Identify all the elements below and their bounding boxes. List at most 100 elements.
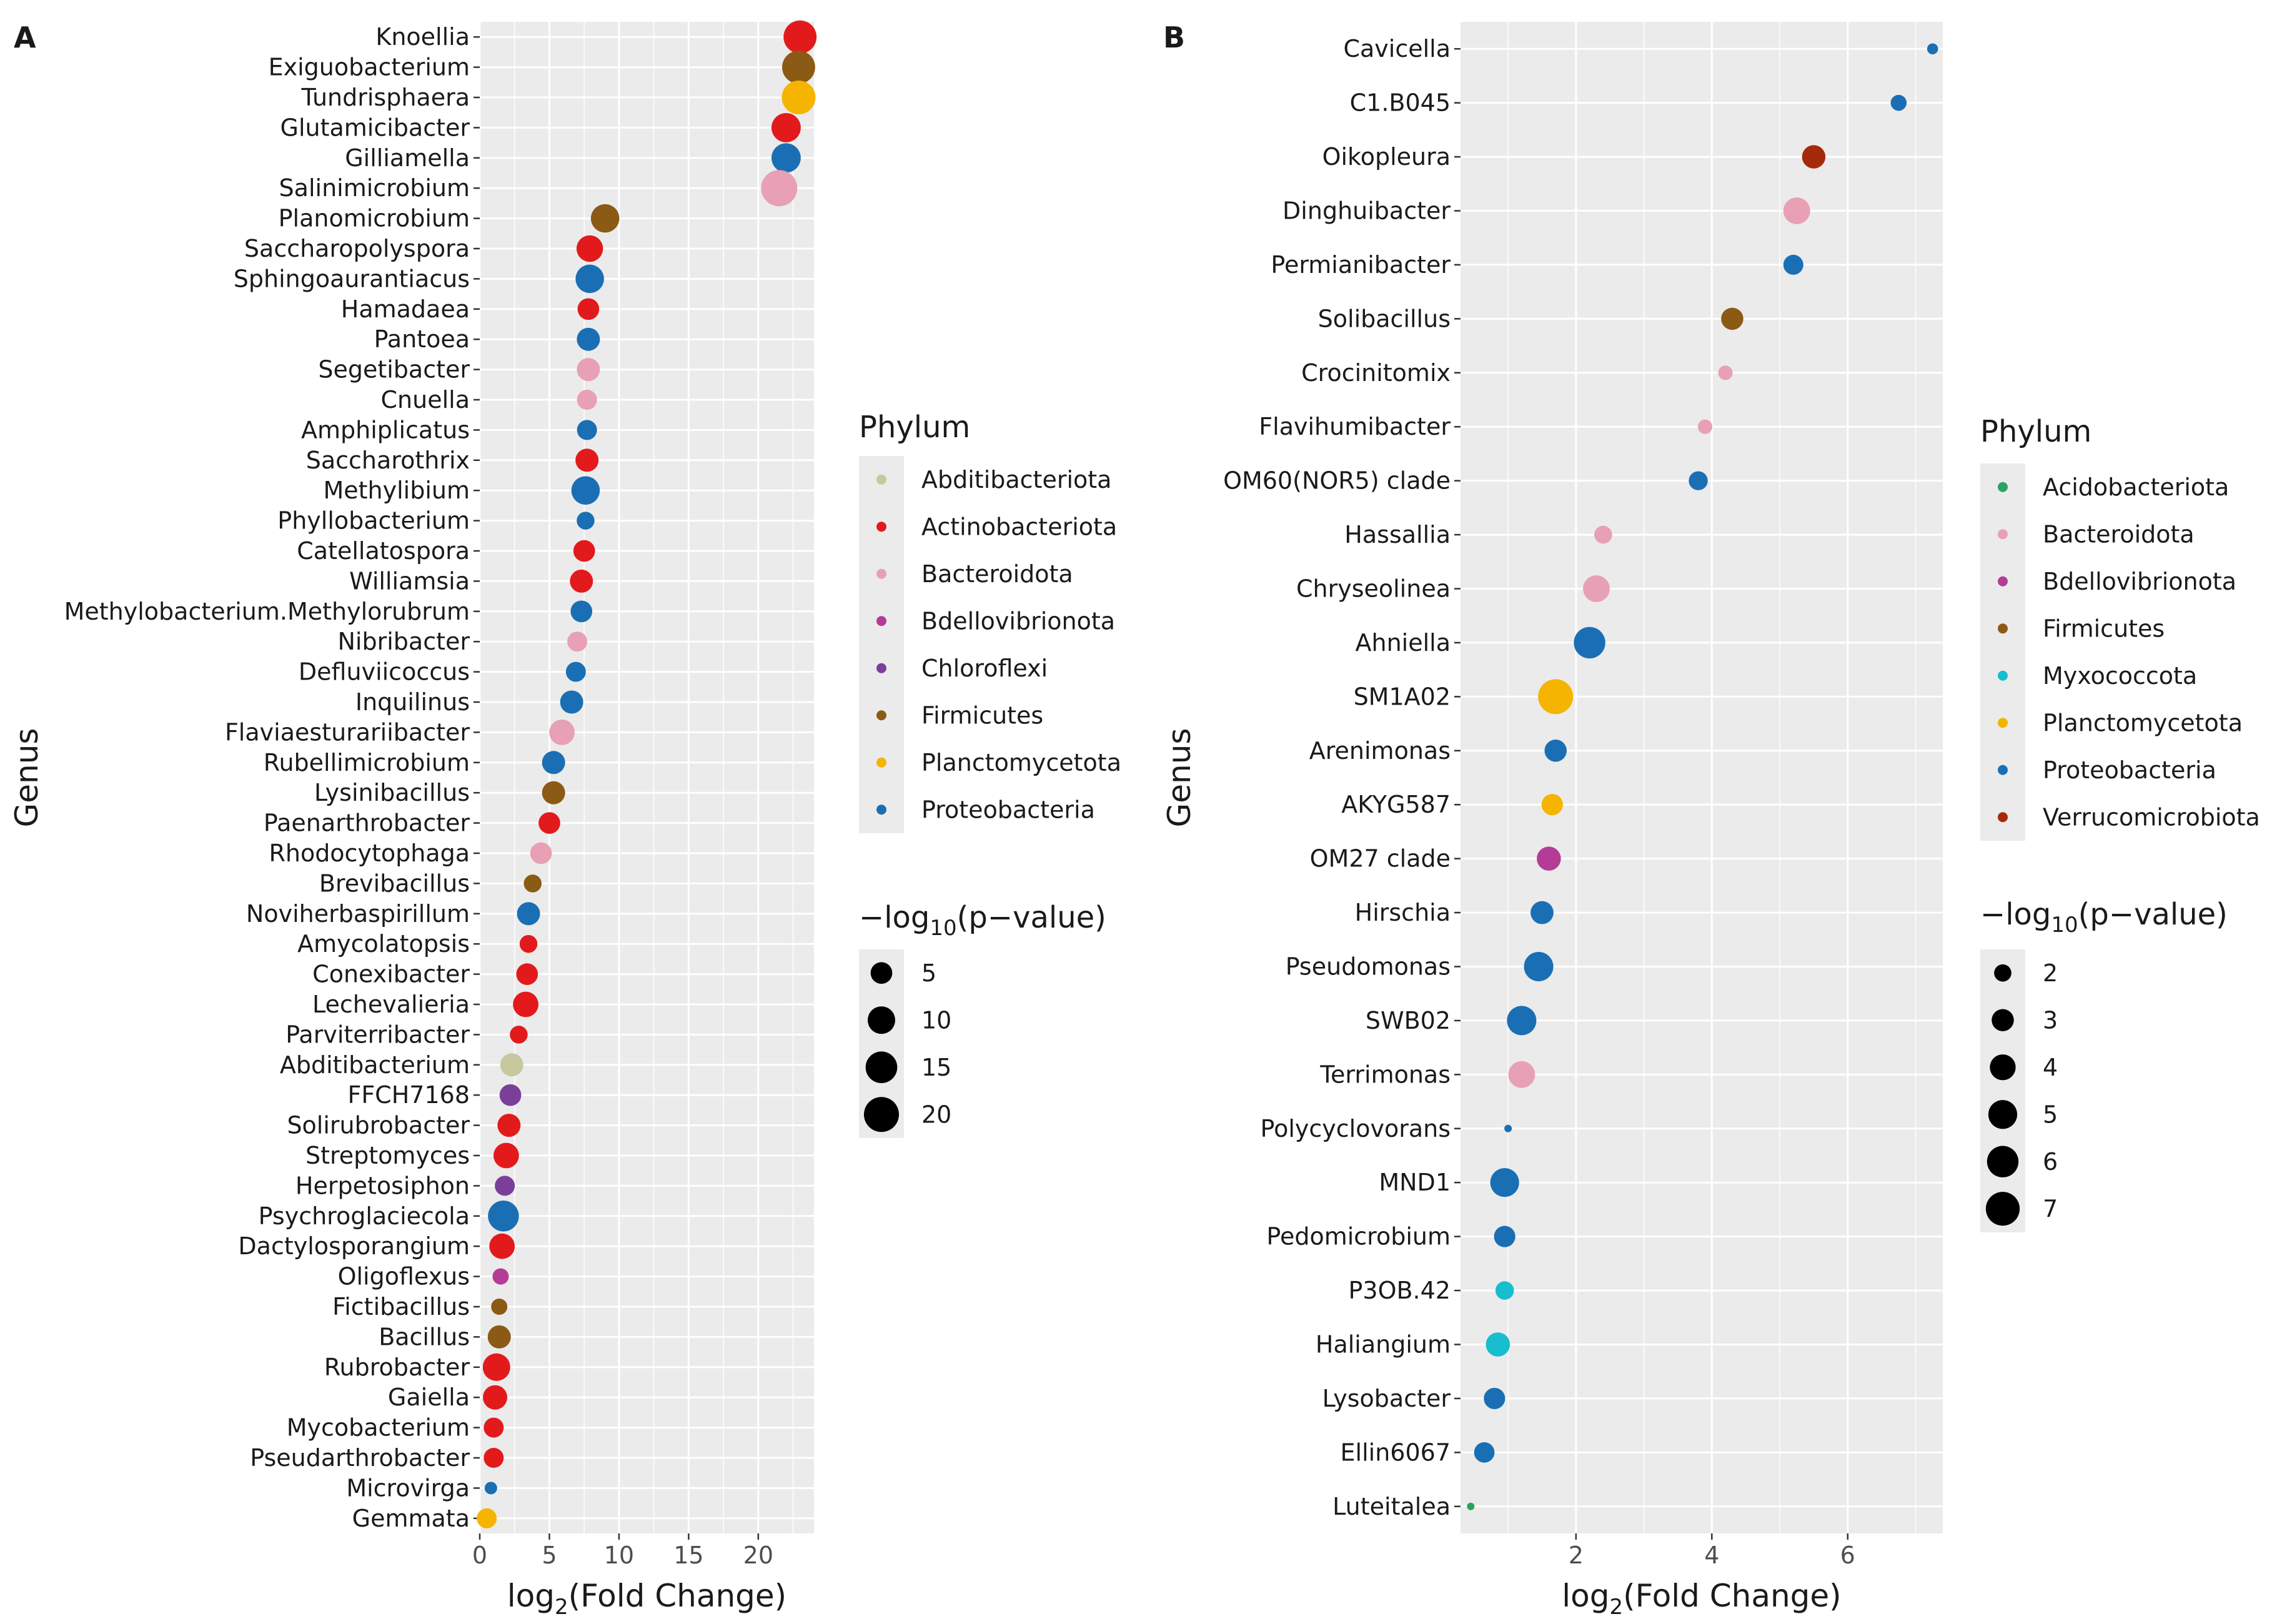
size-legend-label: 15 (921, 1054, 951, 1081)
size-legend-title-subscript: 10 (2051, 913, 2078, 938)
y-tick-label: Gemmata (352, 1505, 470, 1532)
phylum-legend-swatch (1998, 718, 2008, 728)
y-tick-label: Planomicrobium (279, 205, 470, 232)
data-point (499, 1084, 522, 1106)
data-point (781, 81, 816, 114)
data-point (1508, 1061, 1535, 1088)
phylum-legend-swatch (1998, 576, 2008, 587)
y-tick-label: Hassallia (1344, 521, 1451, 548)
y-tick-label: Segetibacter (318, 356, 470, 384)
y-tick-label: Cavicella (1343, 35, 1451, 62)
x-tick-label: 10 (604, 1542, 634, 1569)
data-point (576, 235, 603, 262)
data-point (761, 170, 798, 207)
y-tick-label: Luteitalea (1332, 1493, 1451, 1520)
size-legend-swatch (1985, 1192, 2020, 1226)
data-point (500, 1053, 523, 1077)
size-legend-swatch (870, 962, 893, 984)
size-legend-label: 7 (2043, 1195, 2058, 1222)
x-tick-label: 20 (743, 1542, 773, 1569)
data-point (577, 298, 600, 320)
y-tick-label: Flaviaesturariibacter (225, 718, 470, 746)
data-point (495, 1176, 515, 1196)
size-legend-title-subscript: 10 (930, 916, 956, 941)
data-point (484, 1447, 504, 1468)
data-point (570, 569, 593, 593)
y-tick-label: FFCH7168 (347, 1081, 470, 1109)
data-point (1490, 1168, 1519, 1197)
size-legend-title-part: −log (859, 900, 930, 935)
y-tick-label: OM27 clade (1310, 845, 1451, 873)
data-point (493, 1142, 519, 1169)
data-point (771, 143, 801, 173)
data-point (538, 812, 560, 834)
y-tick-label: Bacillus (379, 1323, 470, 1350)
size-legend-title: −log10(p−value) (859, 900, 1106, 941)
phylum-legend-label: Proteobacteria (921, 796, 1095, 823)
y-tick-label: Chryseolinea (1296, 575, 1451, 603)
data-point (484, 1482, 497, 1495)
data-point (487, 1325, 511, 1349)
y-tick-label: Hamadaea (341, 295, 470, 323)
y-tick-label: Gilliamella (345, 144, 470, 172)
data-point (1494, 1225, 1515, 1247)
y-tick-label: Ahniella (1355, 629, 1451, 656)
y-tick-label: Pseudomonas (1286, 953, 1451, 981)
data-point (577, 327, 600, 351)
data-point (1689, 471, 1708, 490)
phylum-legend-swatch (876, 805, 886, 815)
data-point (1467, 1502, 1475, 1510)
x-axis-title: log2(Fold Change) (507, 1578, 786, 1620)
size-legend-title-part: −log (1980, 897, 2051, 932)
x-axis-title-part: (Fold Change) (568, 1578, 787, 1614)
data-point (492, 1268, 509, 1285)
y-tick-label: Solirubrobacter (287, 1112, 470, 1139)
x-axis-title-part: log (1562, 1578, 1609, 1614)
y-tick-label: Knoellia (375, 23, 470, 51)
data-point (519, 934, 538, 953)
phylum-legend-swatch (1998, 623, 2008, 634)
phylum-legend-swatch (876, 616, 886, 626)
data-point (1524, 951, 1554, 982)
y-tick-label: Crocinitomix (1301, 359, 1451, 387)
data-point (1538, 679, 1574, 715)
y-tick-label: Dinghuibacter (1282, 197, 1451, 225)
y-tick-label: Pseudarthrobacter (250, 1444, 470, 1472)
phylum-legend-swatch (876, 474, 886, 485)
phylum-legend-swatch (1998, 529, 2008, 540)
data-point (1474, 1442, 1495, 1463)
phylum-legend-swatch (876, 710, 886, 721)
data-point (482, 1353, 510, 1381)
size-legend-label: 5 (921, 959, 936, 987)
data-point (523, 874, 542, 893)
data-point (513, 991, 538, 1017)
size-legend-label: 6 (2043, 1148, 2058, 1176)
phylum-legend-swatch (876, 568, 886, 579)
phylum-legend-label: Bacteroidota (2043, 520, 2195, 548)
data-point (1484, 1387, 1506, 1410)
data-point (1495, 1281, 1514, 1300)
size-legend-swatch (867, 1006, 896, 1034)
phylum-legend-label: Bacteroidota (921, 560, 1073, 588)
y-tick-label: Catellatospora (297, 537, 470, 565)
data-point (516, 963, 538, 985)
size-legend-label: 20 (921, 1101, 951, 1128)
y-tick-label: Noviherbaspirillum (246, 900, 470, 928)
y-tick-label: Gaiella (388, 1384, 470, 1411)
phylum-legend-title: Phylum (859, 410, 970, 445)
y-tick-label: Oligoflexus (338, 1263, 470, 1290)
data-point (575, 264, 604, 294)
y-axis-title: Genus (9, 728, 45, 828)
size-legend-title: −log10(p−value) (1980, 897, 2228, 938)
size-legend-swatch (1988, 1100, 2018, 1129)
phylum-legend-swatch (876, 522, 886, 532)
y-tick-label: Arenimonas (1309, 737, 1451, 765)
size-legend-swatch (865, 1051, 898, 1084)
phylum-legend-label: Verrucomicrobiota (2043, 803, 2260, 831)
y-tick-label: Amycolatopsis (297, 930, 470, 958)
y-tick-label: Exiguobacterium (269, 54, 470, 81)
phylum-legend-swatch (1998, 482, 2008, 492)
phylum-legend-label: Firmicutes (921, 701, 1043, 729)
phylum-legend-key-background (1980, 463, 2025, 841)
